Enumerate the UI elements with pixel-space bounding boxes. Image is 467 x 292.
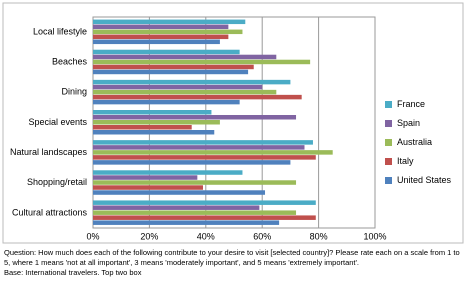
bar	[93, 185, 203, 190]
y-tick-label: Beaches	[52, 57, 88, 67]
bar	[93, 64, 254, 70]
bar	[93, 39, 220, 45]
bar	[93, 140, 313, 145]
bar	[93, 79, 291, 85]
bar	[93, 49, 240, 55]
bar	[93, 190, 266, 195]
question-note: Question: How much does each of the foll…	[4, 248, 460, 267]
legend-label: Italy	[397, 156, 414, 166]
bar	[93, 180, 297, 185]
bar	[93, 110, 212, 115]
legend-label: United States	[397, 175, 452, 185]
y-tick-label: Cultural attractions	[12, 207, 88, 217]
bar	[93, 220, 280, 225]
bar	[93, 115, 297, 120]
bar	[93, 99, 240, 105]
bar	[93, 84, 263, 90]
bar	[93, 155, 316, 160]
bar	[93, 215, 316, 220]
bar	[93, 120, 220, 125]
legend-swatch	[385, 158, 392, 165]
legend-label: Australia	[397, 137, 432, 147]
bar	[93, 130, 215, 135]
footnote: Question: How much does each of the foll…	[4, 248, 463, 278]
bar	[93, 150, 333, 155]
chart: 0% 20% 40% 60% 80% 100% Local lifestyle Beaches…	[2, 2, 464, 244]
bar	[93, 24, 229, 30]
legend-swatch	[385, 139, 392, 146]
bar	[93, 200, 316, 205]
bar	[93, 34, 229, 40]
bar	[93, 19, 246, 25]
legend-swatch	[385, 120, 392, 127]
bar	[93, 210, 297, 215]
bar	[93, 94, 302, 100]
bar	[93, 205, 260, 210]
y-tick-label: Natural landscapes	[10, 147, 88, 157]
bar	[93, 145, 305, 150]
chart-frame	[2, 2, 464, 244]
legend-label: France	[397, 99, 425, 109]
x-tick-label: 100%	[363, 231, 386, 241]
y-tick-label: Local lifestyle	[33, 26, 87, 36]
legend-swatch	[385, 101, 392, 108]
x-tick-label: 80%	[310, 231, 328, 241]
bar	[93, 160, 291, 165]
legend-label: Spain	[397, 118, 420, 128]
base-note: Base: International travelers. Top two b…	[4, 268, 142, 277]
bar	[93, 125, 192, 130]
y-tick-label: Shopping/retail	[27, 177, 87, 187]
bar	[93, 170, 243, 175]
bar	[93, 29, 243, 35]
legend-swatch	[385, 177, 392, 184]
y-tick-label: Dining	[61, 87, 87, 97]
x-tick-label: 60%	[253, 231, 271, 241]
bar	[93, 89, 277, 95]
x-tick-label: 0%	[86, 231, 99, 241]
bar	[93, 175, 198, 180]
bar	[93, 59, 311, 65]
x-tick-label: 20%	[140, 231, 158, 241]
bar	[93, 54, 277, 60]
y-tick-label: Special events	[28, 117, 87, 127]
x-tick-label: 40%	[197, 231, 215, 241]
bar	[93, 69, 249, 75]
